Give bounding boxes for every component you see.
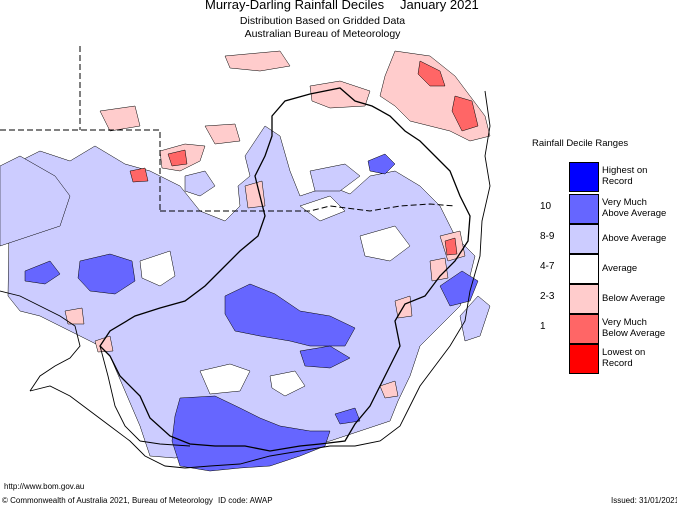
rainfall-map [0,46,520,491]
region-very-much-above-7 [367,153,396,175]
region-very-much-above-3 [224,283,356,347]
footer-copyright: © Commonwealth of Australia 2021, Bureau… [2,496,213,505]
average-regions [139,195,411,397]
legend-item: 8-9 Above Average [532,224,677,254]
legend-swatch [569,254,599,284]
region-very-much-above-8 [334,407,361,425]
region-average-4 [299,195,346,222]
title-bar: Murray-Darling Rainfall Deciles January … [0,0,677,46]
region-below-average-1 [309,80,371,109]
region-very-much-below-2 [451,95,479,132]
region-average-1 [139,250,176,287]
legend-swatch [569,284,599,314]
map-title: Murray-Darling Rainfall Deciles [205,0,385,12]
legend-item: 4-7 Average [532,254,677,284]
footer-url[interactable]: http://www.bom.gov.au [4,482,85,491]
region-very-much-above-4 [299,345,351,369]
region-very-much-above-2 [77,253,136,295]
legend-swatch [569,194,599,224]
coastline-south [29,385,331,469]
region-below-average-north-2 [204,123,241,145]
border-nsw-vic [139,440,191,447]
legend-swatch [569,224,599,254]
region-very-much-below-1 [417,60,446,87]
footer-issued-date: Issued: 31/01/2021 [611,496,677,505]
very-much-below-average-regions [129,60,479,256]
region-very-much-above-1 [24,260,61,285]
rainfall-map-svg [0,46,491,472]
coastline-east [330,90,491,447]
legend-label: Above Average [602,233,667,244]
region-very-much-below-3 [167,149,188,167]
region-below-average-6 [429,257,449,282]
coastline-vic [99,345,141,442]
legend-item: Lowest on Record [532,344,677,374]
region-below-average-7 [224,50,291,72]
region-above-average-north [184,170,216,197]
region-above-average-northwest [0,155,71,247]
region-below-average-2 [99,105,141,132]
legend-item: 1 Very Much Below Average [532,314,677,344]
legend-swatch [569,162,599,192]
region-above-average-coast [459,295,491,342]
legend-label: Very Much Below Average [602,317,666,339]
map-date: January 2021 [400,0,479,12]
legend-title: Rainfall Decile Ranges [532,138,629,149]
region-average-5 [359,225,411,262]
region-very-much-below-4 [129,167,149,183]
basin-boundary [99,87,471,452]
border-qld-nsw [160,203,456,212]
legend-label: Highest on Record [602,165,648,187]
legend-range: 8-9 [540,231,555,242]
legend-swatch [569,344,599,374]
legend-label: Lowest on Record [602,347,646,369]
map-subtitle: Distribution Based on Gridded Data [239,15,406,27]
legend-label: Very Much Above Average [602,197,667,219]
footer-id-code: ID code: AWAP [218,496,273,505]
region-below-average-10 [64,307,85,325]
coastline [0,90,491,469]
region-average-2 [199,363,251,395]
legend: Rainfall Decile Ranges Highest on Record… [532,138,677,378]
legend-range: 2-3 [540,291,555,302]
legend-swatch [569,314,599,344]
region-below-average-9 [379,380,399,399]
region-very-much-above-6 [439,270,479,307]
legend-label: Below Average [602,293,666,304]
region-above-average-north-2 [309,163,361,192]
state-borders [0,46,456,212]
legend-range: 1 [540,321,546,332]
legend-item: Highest on Record [532,162,677,192]
legend-label: Average [602,263,638,274]
legend-range: 4-7 [540,261,555,272]
legend-item: 10 Very Much Above Average [532,194,677,224]
region-very-much-below-5 [444,237,458,256]
region-average-3 [269,370,306,397]
legend-item: 2-3 Below Average [532,284,677,314]
legend-range: 10 [540,201,552,212]
coastline-sa-gulf [0,290,81,392]
map-source: Australian Bureau of Meteorology [244,28,401,40]
